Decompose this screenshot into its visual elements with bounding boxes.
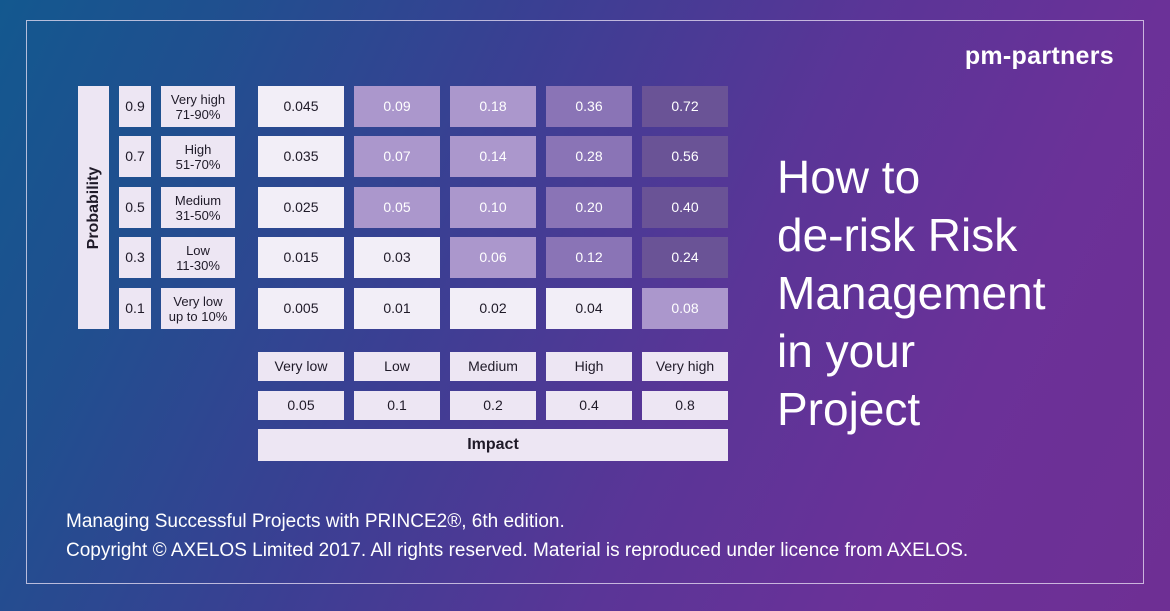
probability-axis-text: Probability [84,166,102,249]
matrix-cell: 0.02 [450,288,536,329]
probability-value: 0.9 [119,86,151,127]
impact-value: 0.8 [642,391,728,420]
impact-value: 0.1 [354,391,440,420]
matrix-cell: 0.12 [546,237,632,278]
matrix-cell: 0.005 [258,288,344,329]
matrix-cell: 0.40 [642,187,728,228]
matrix-cell: 0.56 [642,136,728,177]
probability-value: 0.3 [119,237,151,278]
impact-label: Medium [450,352,536,381]
impact-value: 0.4 [546,391,632,420]
headline: How to de-risk Risk Management in your P… [777,151,1046,435]
matrix-cell: 0.28 [546,136,632,177]
probability-value: 0.5 [119,187,151,228]
probability-label: Very high 71-90% [161,86,235,127]
impact-label: Very high [642,352,728,381]
matrix-cell: 0.035 [258,136,344,177]
matrix-cell: 0.07 [354,136,440,177]
matrix-cell: 0.09 [354,86,440,127]
matrix-cell: 0.01 [354,288,440,329]
matrix-cell: 0.18 [450,86,536,127]
matrix-cell: 0.36 [546,86,632,127]
matrix-cell: 0.24 [642,237,728,278]
impact-value: 0.05 [258,391,344,420]
probability-value: 0.7 [119,136,151,177]
footer-credits: Managing Successful Projects with PRINCE… [66,507,968,565]
matrix-cell: 0.14 [450,136,536,177]
probability-label: High 51-70% [161,136,235,177]
matrix-cell: 0.03 [354,237,440,278]
matrix-cell: 0.045 [258,86,344,127]
impact-value: 0.2 [450,391,536,420]
probability-axis-label: Probability [78,86,109,329]
footer-line-2: Copyright © AXELOS Limited 2017. All rig… [66,540,969,561]
matrix-cell: 0.015 [258,237,344,278]
probability-value: 0.1 [119,288,151,329]
probability-label: Medium 31-50% [161,187,235,228]
impact-label: High [546,352,632,381]
matrix-cell: 0.72 [642,86,728,127]
matrix-cell: 0.04 [546,288,632,329]
matrix-cell: 0.025 [258,187,344,228]
matrix-cell: 0.08 [642,288,728,329]
matrix-cell: 0.06 [450,237,536,278]
matrix-cell: 0.05 [354,187,440,228]
impact-label: Low [354,352,440,381]
impact-axis-label: Impact [258,429,728,461]
matrix-cell: 0.20 [546,187,632,228]
matrix-cell: 0.10 [450,187,536,228]
impact-label: Very low [258,352,344,381]
probability-label: Very low up to 10% [161,288,235,329]
brand-logo: pm-partners [964,42,1114,70]
footer-line-1: Managing Successful Projects with PRINCE… [66,511,565,532]
probability-label: Low 11-30% [161,237,235,278]
